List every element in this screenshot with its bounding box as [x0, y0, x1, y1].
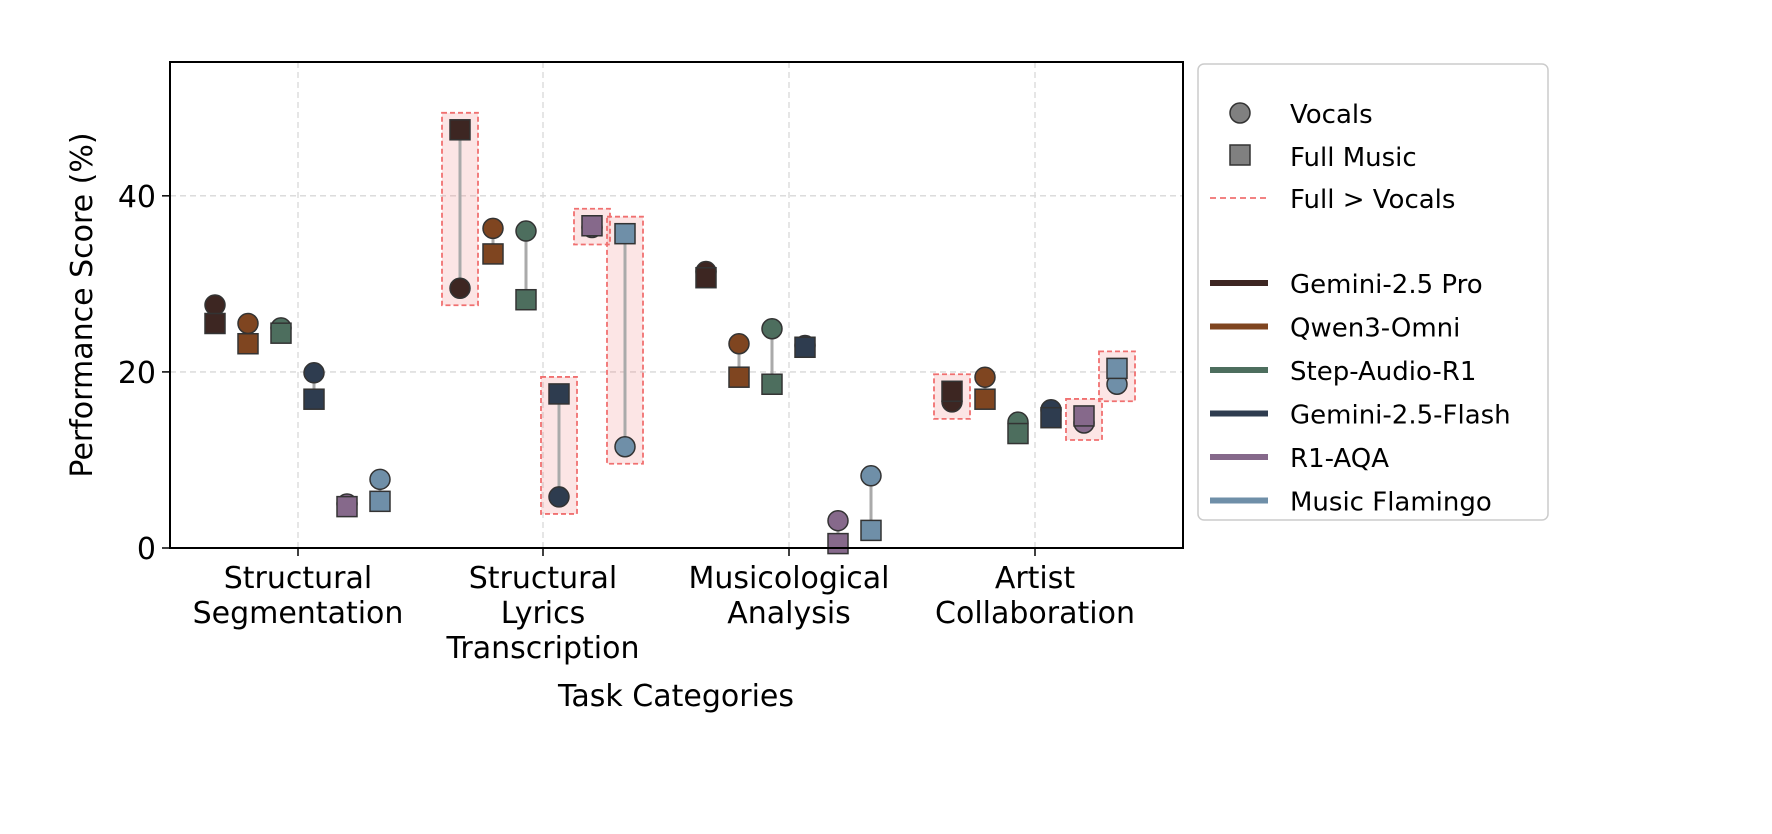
full-music-marker [515, 288, 537, 311]
vocals-marker [303, 362, 325, 384]
legend-frame [1197, 63, 1549, 521]
legend-square-icon [1229, 144, 1251, 166]
y-tick-label: 40 [118, 180, 156, 215]
full-music-marker [369, 490, 391, 513]
full-music-marker [482, 243, 504, 265]
y-axis-label: Performance Score (%) [65, 132, 100, 477]
full-music-marker [941, 380, 963, 403]
x-ticks: StructuralSegmentationStructuralLyricsTr… [193, 548, 1135, 666]
vocals-marker [237, 312, 259, 335]
legend-series-label: Gemini-2.5 Pro [1290, 270, 1483, 300]
markers [204, 119, 1128, 555]
vocals-marker [482, 217, 504, 240]
vocals-marker [204, 294, 226, 316]
legend-series-label: Qwen3-Omni [1290, 314, 1460, 344]
x-tick-label: Analysis [727, 596, 851, 631]
full-music-marker [548, 383, 570, 405]
vocals-marker [860, 465, 882, 487]
vocals-marker [449, 277, 471, 300]
legend-series-label: Step-Audio-R1 [1290, 357, 1476, 387]
legend-label: Vocals [1290, 100, 1373, 130]
y-ticks: 0 20 40 [118, 180, 170, 567]
full-music-marker [449, 119, 471, 141]
full-music-marker [1007, 422, 1029, 445]
full-music-marker [761, 373, 783, 395]
vocals-marker [515, 220, 537, 242]
full-music-marker [614, 222, 636, 245]
full-music-marker [303, 388, 325, 410]
x-tick-label: Artist [995, 561, 1076, 596]
vocals-marker [548, 486, 570, 508]
legend: Vocals Full Music Full > Vocals Gemini-2.5 … [1197, 63, 1549, 521]
grid [170, 62, 1183, 548]
full-music-marker [860, 519, 882, 542]
full-music-marker [270, 322, 292, 344]
full-music-marker [794, 336, 816, 359]
highlight-boxes [441, 111, 1136, 515]
full-music-marker [728, 366, 750, 388]
x-tick-label: Structural [469, 561, 617, 596]
x-tick-label: Structural [224, 561, 372, 596]
full-music-marker [1073, 405, 1095, 427]
full-music-marker [1040, 406, 1062, 429]
vocals-marker [369, 468, 391, 491]
legend-series-label: R1-AQA [1290, 444, 1389, 474]
legend-label: Full Music [1290, 143, 1417, 173]
legend-series-label: Music Flamingo [1290, 488, 1492, 518]
full-music-marker [974, 388, 996, 410]
full-music-marker [336, 495, 358, 518]
x-tick-label: Transcription [446, 631, 640, 666]
vocals-marker [974, 366, 996, 388]
x-axis-label: Task Categories [557, 679, 794, 714]
full-music-marker [581, 215, 603, 237]
legend-series-label: Gemini-2.5-Flash [1290, 401, 1511, 431]
x-tick-label: Lyrics [501, 596, 586, 631]
plot-frame [169, 61, 1184, 549]
legend-label: Full > Vocals [1290, 185, 1455, 215]
y-tick-label: 20 [118, 356, 156, 391]
full-music-marker [695, 266, 717, 289]
x-tick-label: Musicological [689, 561, 890, 596]
vocals-marker [827, 509, 849, 532]
vocals-marker [761, 318, 783, 340]
full-music-marker [204, 312, 226, 335]
y-tick-label: 0 [137, 532, 156, 567]
vocals-marker [614, 436, 636, 458]
x-tick-label: Collaboration [935, 596, 1135, 631]
legend-circle-icon [1229, 102, 1251, 124]
connector-lines [213, 129, 1119, 544]
vocals-marker [728, 332, 750, 355]
full-music-marker [1106, 357, 1128, 380]
x-tick-label: Segmentation [193, 596, 404, 631]
full-music-marker [237, 332, 259, 355]
full-music-marker [827, 532, 849, 555]
